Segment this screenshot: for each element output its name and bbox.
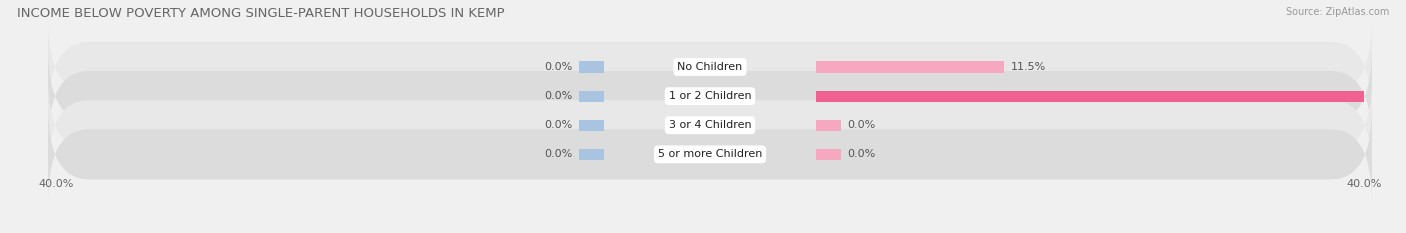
Bar	[817, 149, 841, 160]
Text: 0.0%: 0.0%	[544, 91, 572, 101]
Bar	[579, 62, 603, 72]
Text: 0.0%: 0.0%	[544, 62, 572, 72]
FancyBboxPatch shape	[48, 48, 1372, 144]
FancyBboxPatch shape	[48, 107, 1372, 202]
Text: 11.5%: 11.5%	[1011, 62, 1046, 72]
Bar	[579, 91, 603, 102]
Text: 5 or more Children: 5 or more Children	[658, 149, 762, 159]
Bar	[817, 120, 841, 131]
Bar	[579, 120, 603, 131]
Text: 0.0%: 0.0%	[544, 120, 572, 130]
Text: INCOME BELOW POVERTY AMONG SINGLE-PARENT HOUSEHOLDS IN KEMP: INCOME BELOW POVERTY AMONG SINGLE-PARENT…	[17, 7, 505, 20]
Text: Source: ZipAtlas.com: Source: ZipAtlas.com	[1285, 7, 1389, 17]
Bar	[817, 62, 1004, 72]
Text: No Children: No Children	[678, 62, 742, 72]
Text: 3 or 4 Children: 3 or 4 Children	[669, 120, 751, 130]
Legend: Single Father, Single Mother: Single Father, Single Mother	[606, 230, 814, 233]
FancyBboxPatch shape	[48, 19, 1372, 115]
Bar	[817, 91, 1406, 102]
Text: 0.0%: 0.0%	[848, 120, 876, 130]
Text: 0.0%: 0.0%	[544, 149, 572, 159]
Bar	[579, 149, 603, 160]
Text: 0.0%: 0.0%	[848, 149, 876, 159]
FancyBboxPatch shape	[48, 77, 1372, 173]
Text: 1 or 2 Children: 1 or 2 Children	[669, 91, 751, 101]
